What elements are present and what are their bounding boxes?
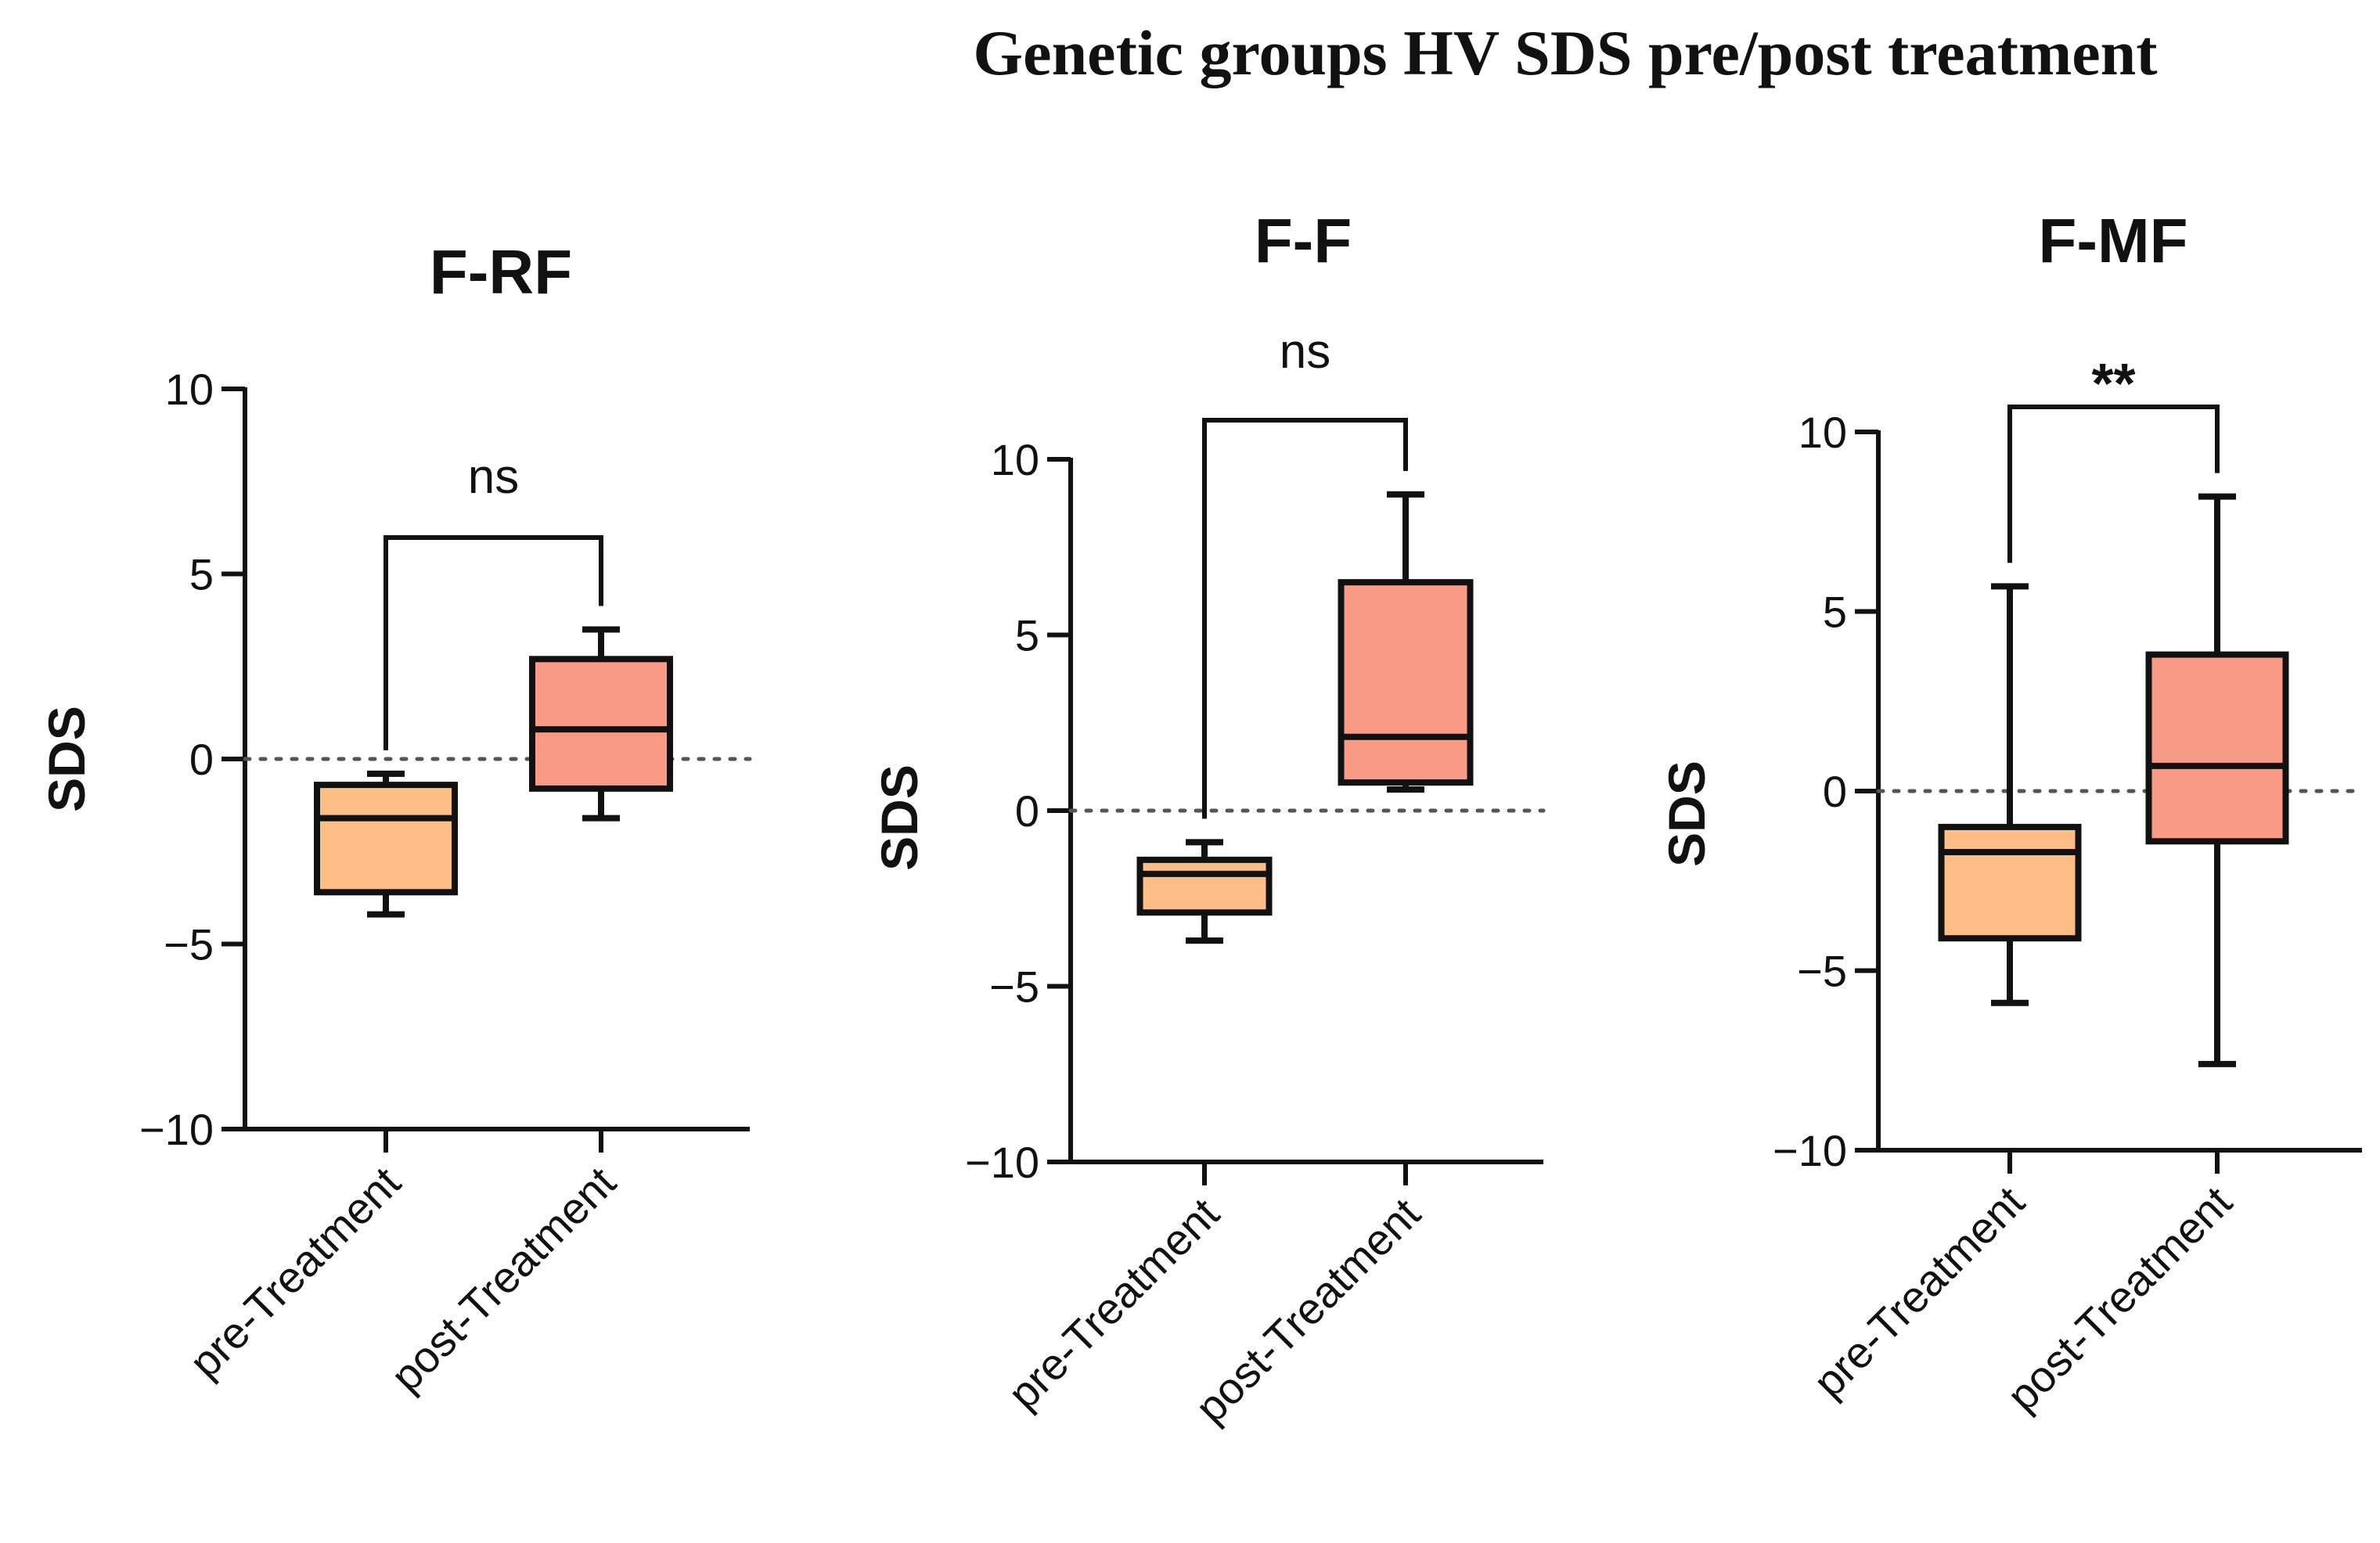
panel-title: F-RF [430, 237, 572, 307]
y-axis-label: SDS [1658, 761, 1716, 867]
panel-title: F-MF [2038, 206, 2187, 275]
y-tick-label: −10 [1773, 1126, 1847, 1175]
panel-f-rf: F-RF SDS −10 −5 0 5 10 pre-Treatmentpost-Treatm… [38, 237, 752, 1401]
y-tick-label: 10 [1799, 408, 1847, 457]
y-tick-label: −10 [965, 1138, 1039, 1187]
y-tick-label: 5 [1015, 611, 1039, 660]
y-tick-label: 0 [189, 735, 214, 784]
x-tick-label-post: post-Treatment [1997, 1177, 2241, 1421]
x-tick-label-pre: pre-Treatment [180, 1157, 410, 1387]
panel-title: F-F [1255, 206, 1352, 275]
significance-label: ns [468, 450, 519, 504]
box-post [2145, 651, 2289, 845]
significance-bracket [383, 535, 603, 750]
y-tick-label: −5 [1797, 947, 1847, 996]
panel-f-mf: F-MF SDS −10 −5 0 5 10 pre-Treatmentpost-Treatm… [1658, 206, 2364, 1421]
y-tick-label: 10 [165, 365, 214, 414]
panel-f-f: F-FSDS−10−50510pre-Treatmentpost-Treatme… [870, 206, 1546, 1433]
box-pre [1938, 823, 2082, 942]
box-pre [1136, 856, 1273, 916]
significance-label: ns [1280, 325, 1330, 379]
panels: F-RFSDS−10−50510pre-Treatmentpost-Treatm… [38, 206, 2364, 1433]
figure-title: Genetic groups HV SDS pre/post treatment [973, 17, 2157, 88]
y-tick-label: 0 [1015, 786, 1039, 836]
y-tick-label: 0 [1823, 767, 1847, 816]
y-tick-label: 5 [1823, 588, 1847, 637]
significance-label: ** [2091, 353, 2135, 415]
y-tick-label: −10 [139, 1105, 214, 1154]
y-tick-label: −5 [164, 920, 214, 969]
x-tick-label-pre: pre-Treatment [999, 1189, 1229, 1419]
x-tick-label-pre: pre-Treatment [1804, 1177, 2034, 1407]
y-tick-label: 10 [991, 435, 1039, 484]
y-tick-label: 5 [189, 550, 214, 599]
x-tick-label-post: post-Treatment [381, 1157, 625, 1401]
box-post [1338, 579, 1474, 786]
significance-bracket [2007, 405, 2220, 563]
box-pre [314, 782, 458, 896]
box-post [529, 656, 673, 792]
significance-bracket [1202, 418, 1408, 819]
y-axis-label: SDS [870, 764, 928, 871]
y-axis-label: SDS [38, 706, 95, 812]
y-tick-label: −5 [989, 962, 1039, 1012]
